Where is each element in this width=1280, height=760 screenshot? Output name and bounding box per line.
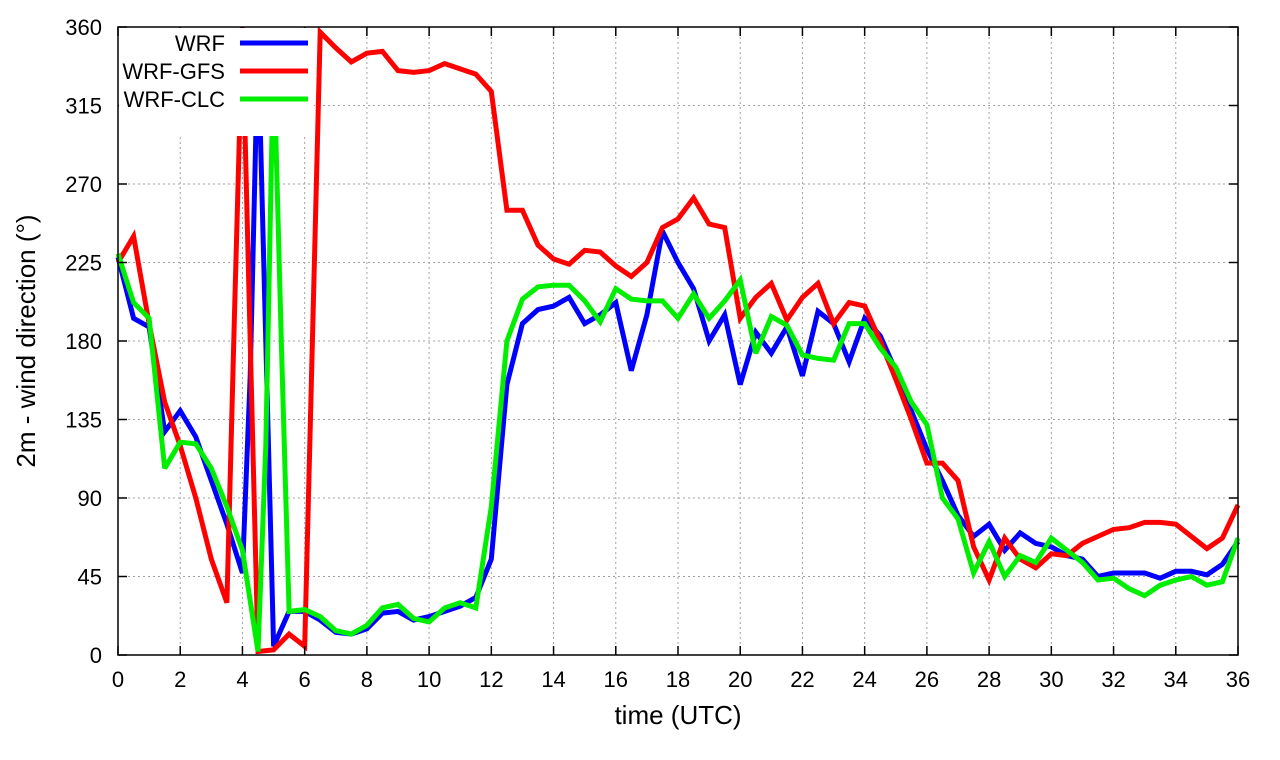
y-tick-label: 90	[78, 486, 102, 511]
y-tick-label: 180	[65, 329, 102, 354]
series-group	[115, 26, 1241, 655]
x-tick-label: 34	[1164, 667, 1188, 692]
x-tick-label: 10	[417, 667, 441, 692]
legend-label: WRF-CLC	[124, 87, 226, 112]
y-tick-label: 225	[65, 251, 102, 276]
y-axis-title: 2m - wind direction (°)	[11, 214, 41, 467]
x-tick-label: 36	[1226, 667, 1250, 692]
x-tick-label: 14	[541, 667, 565, 692]
x-tick-label: 22	[790, 667, 814, 692]
x-tick-label: 26	[915, 667, 939, 692]
x-tick-label: 24	[852, 667, 876, 692]
y-tick-label: 315	[65, 94, 102, 119]
x-tick-label: 16	[604, 667, 628, 692]
y-tick-label: 360	[65, 15, 102, 40]
x-tick-label: 32	[1101, 667, 1125, 692]
x-tick-label: 2	[174, 667, 186, 692]
x-tick-label: 28	[977, 667, 1001, 692]
x-tick-label: 0	[112, 667, 124, 692]
y-tick-label: 45	[78, 565, 102, 590]
x-tick-label: 18	[666, 667, 690, 692]
x-tick-label: 20	[728, 667, 752, 692]
x-tick-label: 8	[361, 667, 373, 692]
y-tick-label: 0	[90, 643, 102, 668]
legend-label: WRF-GFS	[122, 59, 225, 84]
y-tick-label: 270	[65, 172, 102, 197]
x-tick-label: 12	[479, 667, 503, 692]
series-line-wrf-clc	[115, 53, 1241, 652]
legend: WRF WRF-GFS WRF-CLC	[119, 28, 314, 136]
x-axis-title: time (UTC)	[614, 700, 741, 730]
legend-background	[119, 28, 314, 136]
series-line-wrf-gfs	[115, 26, 1241, 655]
legend-label: WRF	[175, 31, 225, 56]
x-tick-label: 30	[1039, 667, 1063, 692]
x-tick-label: 4	[236, 667, 248, 692]
y-tick-label: 135	[65, 408, 102, 433]
x-tick-label: 6	[299, 667, 311, 692]
